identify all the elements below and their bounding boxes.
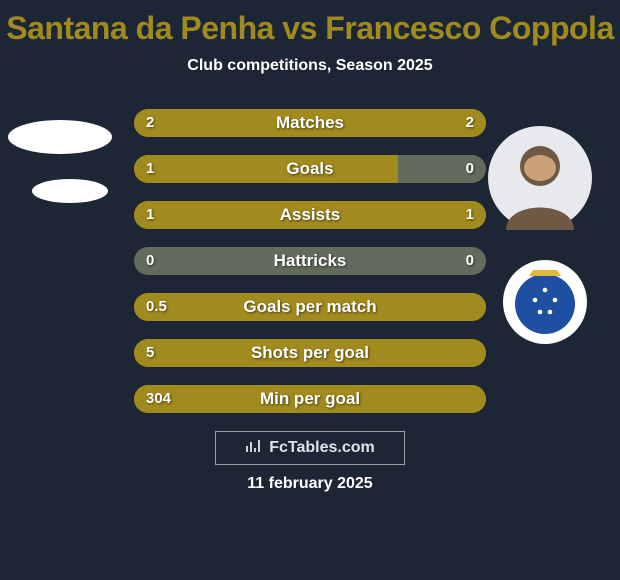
bar-left-fill [134,109,310,137]
date-text: 11 february 2025 [0,475,620,493]
bar-left-fill [134,201,310,229]
bar-right-fill [310,109,486,137]
chart-icon [245,438,263,458]
brand-badge: FcTables.com [215,431,405,465]
stat-row: 10Goals [134,155,486,183]
stat-value-right: 0 [466,155,474,183]
page-title: Santana da Penha vs Francesco Coppola [0,10,620,47]
stat-value-right: 1 [466,201,474,229]
stat-row: 5Shots per goal [134,339,486,367]
stat-value-left: 5 [146,339,154,367]
stat-value-left: 304 [146,385,171,413]
bar-left-fill [134,339,486,367]
bar-right-fill [310,201,486,229]
stat-value-left: 1 [146,155,154,183]
stats-area: 22Matches10Goals11Assists00Hattricks0.5G… [0,109,620,413]
page-subtitle: Club competitions, Season 2025 [0,57,620,75]
stat-row: 0 0Hattricks [134,247,486,275]
stat-row: 0.5Goals per match [134,293,486,321]
brand-text: FcTables.com [269,439,375,457]
stat-row: 11Assists [134,201,486,229]
stat-value-left: 1 [146,201,154,229]
stat-value-right: 2 [466,109,474,137]
stat-value-left: 0.5 [146,293,167,321]
stat-row: 22Matches [134,109,486,137]
bar-left-fill [134,385,486,413]
stat-value-left: 2 [146,109,154,137]
stat-value-left: 0 [146,247,154,275]
stat-value-right: 0 [466,247,474,275]
comparison-card: Santana da Penha vs Francesco Coppola Cl… [0,0,620,580]
stat-row: 304Min per goal [134,385,486,413]
bar-left-fill [134,155,398,183]
stat-label: Hattricks [134,247,486,275]
bar-left-fill [134,293,486,321]
